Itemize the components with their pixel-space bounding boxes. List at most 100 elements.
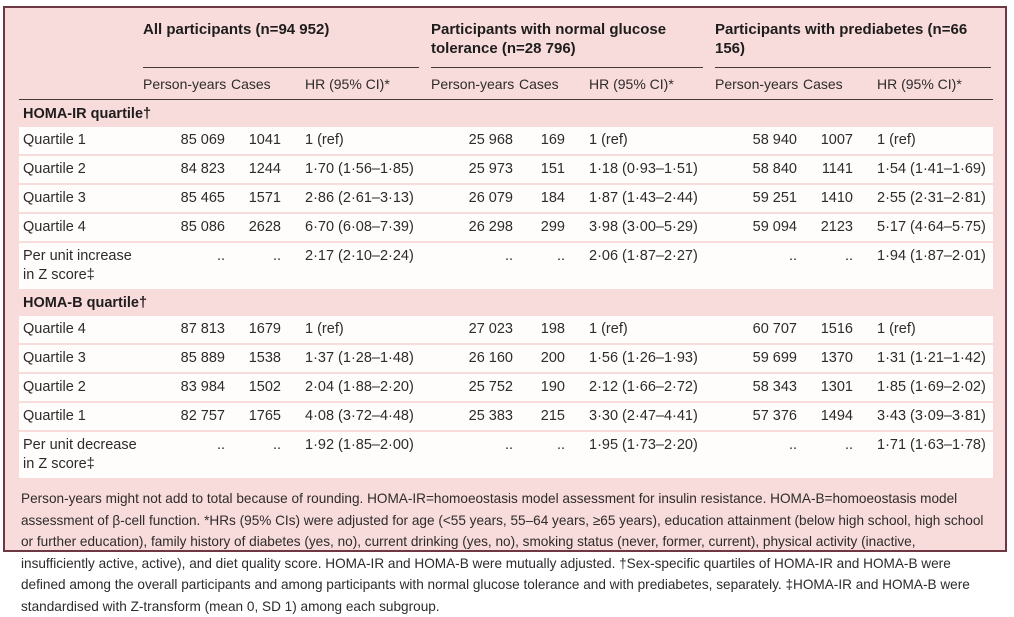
person-years-cell: 26 298 (468, 219, 513, 235)
person-years-cell: .. (788, 248, 797, 264)
table-row: Quartile 2 83 984 1502 2·04 (1·88–2·20) 25 7… (19, 374, 993, 401)
hr-cell: 1·54 (1·41–1·69) (877, 161, 986, 177)
row-label: Per unit decrease in Z score‡ (19, 436, 143, 474)
person-years-cell: 58 840 (752, 161, 797, 177)
hr-cell: 1 (ref) (589, 132, 628, 148)
cases-cell: 190 (540, 379, 565, 395)
hr-cell: 3·43 (3·09–3·81) (877, 408, 986, 424)
row-label: Quartile 3 (23, 350, 86, 366)
cases-cell: 151 (540, 161, 565, 177)
hr-cell: 1·92 (1·85–2·00) (305, 437, 414, 453)
person-years-cell: 25 383 (468, 408, 513, 424)
row-label-line2: in Z score‡ (23, 267, 95, 283)
group-header-normal-glucose: Participants with normal glucose toleran… (431, 20, 703, 68)
cases-cell: 1516 (820, 321, 853, 337)
hr-cell: 1·70 (1·56–1·85) (305, 161, 414, 177)
cases-cell: 1007 (820, 132, 853, 148)
table-row: Quartile 2 84 823 1244 1·70 (1·56–1·85) 25 9… (19, 156, 993, 183)
hr-cell: 1·85 (1·69–2·02) (877, 379, 986, 395)
cases-cell: 1141 (821, 161, 853, 177)
table-row: Quartile 4 87 813 1679 1 (ref) 27 023 198 1 (r… (19, 316, 993, 343)
cases-cell: 184 (540, 190, 565, 206)
cases-cell: 1502 (248, 379, 281, 395)
lancet-table: All participants (n=94 952) Participants… (3, 6, 1007, 614)
cases-cell: .. (272, 248, 281, 264)
person-years-cell: .. (504, 248, 513, 264)
cases-cell: 200 (540, 350, 565, 366)
table-footnote: Person-years might not add to total beca… (21, 491, 984, 614)
cases-cell: 299 (540, 219, 565, 235)
hr-cell: 1·31 (1·21–1·42) (877, 350, 986, 366)
person-years-cell: 57 376 (752, 408, 797, 424)
person-years-cell: 59 251 (752, 190, 797, 206)
cases-cell: 1571 (248, 190, 281, 206)
hr-cell: 1 (ref) (589, 321, 628, 337)
hr-cell: 2·04 (1·88–2·20) (305, 379, 414, 395)
col-header-hr: HR (95% CI)* (305, 76, 390, 92)
table-row: Quartile 1 82 757 1765 4·08 (3·72–4·48) 25 3… (19, 403, 993, 430)
col-header-person-years: Person-years (715, 76, 799, 92)
cases-cell: 1538 (248, 350, 281, 366)
hr-cell: 2·55 (2·31–2·81) (877, 190, 986, 206)
person-years-cell: 59 699 (752, 350, 797, 366)
hr-cell: 1·37 (1·28–1·48) (305, 350, 414, 366)
person-years-cell: 84 823 (180, 161, 225, 177)
group-header-all-participants: All participants (n=94 952) (143, 20, 419, 68)
col-header-person-years: Person-years (143, 76, 227, 92)
person-years-cell: .. (216, 248, 225, 264)
row-label: Quartile 1 (23, 132, 86, 148)
person-years-cell: 26 160 (468, 350, 513, 366)
hr-cell: 1·71 (1·63–1·78) (877, 437, 986, 453)
hr-cell: 1·95 (1·73–2·20) (589, 437, 698, 453)
person-years-cell: 25 752 (468, 379, 513, 395)
cases-cell: 2628 (248, 219, 281, 235)
col-header-person-years: Person-years (431, 76, 515, 92)
row-label: Quartile 3 (23, 190, 86, 206)
cases-cell: 198 (540, 321, 565, 337)
cases-cell: .. (556, 248, 565, 264)
cases-cell: .. (844, 248, 853, 264)
cases-cell: 1244 (248, 161, 281, 177)
person-years-cell: .. (788, 437, 797, 453)
cases-cell: 2123 (820, 219, 853, 235)
hr-cell: 1·94 (1·87–2·01) (877, 248, 986, 264)
person-years-cell: .. (216, 437, 225, 453)
group-header-prediabetes: Participants with prediabetes (n=66 156) (715, 20, 991, 68)
cases-cell: .. (272, 437, 281, 453)
hr-cell: 5·17 (4·64–5·75) (877, 219, 986, 235)
cases-cell: 1679 (248, 321, 281, 337)
hr-cell: 1 (ref) (877, 132, 916, 148)
col-header-cases: Cases (231, 76, 271, 92)
row-label: Quartile 4 (23, 321, 86, 337)
person-years-cell: 25 968 (468, 132, 513, 148)
hr-cell: 6·70 (6·08–7·39) (305, 219, 414, 235)
person-years-cell: 85 086 (180, 219, 225, 235)
person-years-cell: 60 707 (752, 321, 797, 337)
hr-cell: 1 (ref) (877, 321, 916, 337)
person-years-cell: 59 094 (752, 219, 797, 235)
row-label: Quartile 1 (23, 408, 86, 424)
person-years-cell: 82 757 (180, 408, 225, 424)
table-row: Per unit increase in Z score‡.... 2·17 (2·… (19, 243, 993, 289)
person-years-cell: 83 984 (180, 379, 225, 395)
person-years-cell: 85 889 (180, 350, 225, 366)
group-header-spacer (19, 20, 143, 68)
column-header-row: Person-years Cases HR (95% CI)* Person-y… (19, 68, 993, 100)
row-label: Quartile 4 (23, 219, 86, 235)
person-years-cell: 25 973 (468, 161, 513, 177)
hr-cell: 2·06 (1·87–2·27) (589, 248, 698, 264)
section-rows: Quartile 1 85 069 1041 1 (ref) 25 968 169 1 (r… (19, 127, 993, 289)
table-row: Per unit decrease in Z score‡.... 1·92 (1·… (19, 432, 993, 478)
section-header: HOMA-B quartile† (23, 295, 148, 311)
table-row: Quartile 3 85 465 1571 2·86 (2·61–3·13) 26 0… (19, 185, 993, 212)
hr-cell: 1 (ref) (305, 132, 344, 148)
row-label-line2: in Z score‡ (23, 456, 95, 472)
person-years-cell: 85 465 (180, 190, 225, 206)
person-years-cell: 26 079 (468, 190, 513, 206)
person-years-cell: 27 023 (468, 321, 513, 337)
hr-cell: 1·18 (0·93–1·51) (589, 161, 698, 177)
col-header-hr: HR (95% CI)* (877, 76, 962, 92)
col-header-cases: Cases (519, 76, 559, 92)
hr-cell: 2·17 (2·10–2·24) (305, 248, 414, 264)
person-years-cell: .. (504, 437, 513, 453)
